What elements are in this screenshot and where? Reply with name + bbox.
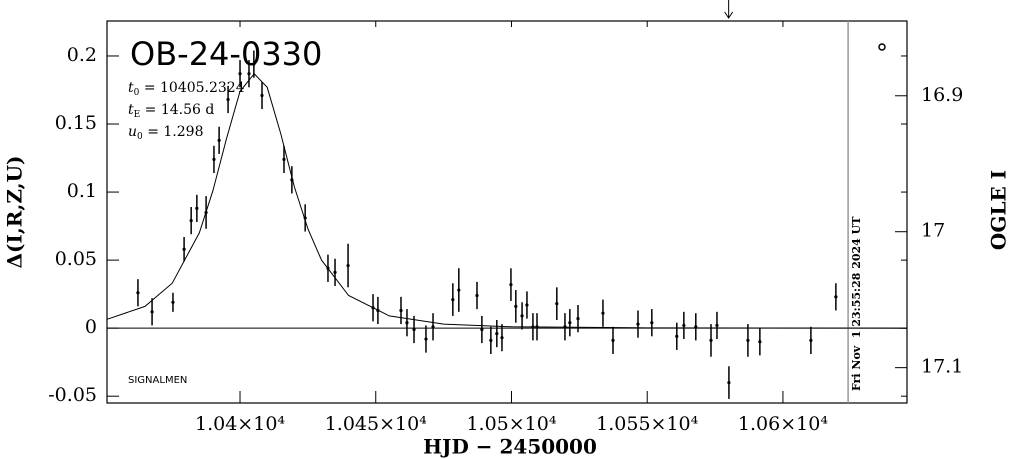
data-point [252, 62, 256, 66]
data-point [290, 178, 294, 182]
y-tick-label: -0.05 [48, 384, 97, 406]
data-point [500, 336, 504, 340]
data-point [431, 325, 435, 329]
data-point [727, 380, 731, 385]
y-axis-label: Δ(I,R,Z,U) [3, 156, 27, 269]
data-point [601, 311, 605, 315]
y2-tick-label: 16.9 [921, 84, 963, 106]
parameter-value: = 10405.2324 [139, 80, 244, 96]
data-point [282, 157, 286, 162]
parameter-symbol: t [128, 102, 134, 118]
data-point [399, 308, 403, 313]
data-point [675, 334, 679, 338]
arrow [724, 0, 734, 19]
chart-title: OB-24-0330 [130, 35, 322, 73]
data-point [531, 325, 535, 329]
data-point [480, 327, 484, 332]
data-point [576, 317, 580, 321]
data-point [682, 323, 686, 328]
data-point [238, 72, 242, 76]
data-point [189, 219, 193, 223]
y-tick-label: 0.2 [67, 44, 97, 66]
data-point [204, 210, 208, 215]
data-point [260, 93, 264, 98]
legend-symbol [878, 43, 886, 51]
parameter-subscript: E [134, 110, 141, 120]
parameter-subscript: 0 [134, 88, 140, 98]
data-point [346, 263, 350, 268]
data-point [371, 306, 375, 310]
data-point [694, 325, 698, 329]
data-point [171, 300, 175, 304]
model-curve [106, 72, 908, 329]
data-point [212, 157, 216, 162]
x-tick-label: 1.04×10⁴ [195, 413, 285, 435]
x-tick-label: 1.045×10⁴ [325, 413, 427, 435]
data-point [247, 72, 251, 76]
y-tick-label: 0.1 [67, 180, 97, 202]
plot-frame [106, 20, 908, 404]
data-point [611, 338, 615, 342]
data-point [405, 321, 409, 325]
data-point [834, 295, 838, 299]
x-tick-label: 1.05×10⁴ [466, 413, 556, 435]
data-point [182, 247, 186, 251]
y2-tick-label: 17 [921, 220, 945, 242]
data-point [509, 283, 513, 287]
parameter: u0 = 1.298 [128, 124, 203, 142]
data-point [195, 206, 199, 210]
y-tick-label: 0.15 [55, 112, 97, 134]
data-point [226, 97, 230, 102]
data-point [475, 293, 479, 298]
data-point [809, 338, 813, 342]
data-point [495, 331, 499, 336]
data-point [535, 325, 539, 329]
data-point [746, 338, 750, 342]
y2-tick-label: 17.1 [921, 356, 963, 378]
parameter-symbol: t [128, 80, 134, 96]
y-tick-label: 0.05 [55, 248, 97, 270]
parameter-value: = 14.56 d [140, 102, 214, 118]
data-point [412, 327, 416, 332]
data-point [555, 302, 559, 306]
data-point [650, 321, 654, 325]
data-point [136, 291, 140, 295]
data-point [514, 304, 518, 308]
data-point [709, 338, 713, 342]
data-point [520, 314, 524, 318]
parameter-symbol: u [128, 124, 137, 140]
data-point [333, 270, 337, 274]
date-label: Fri Nov 1 23:55:28 2024 UT [850, 216, 863, 391]
data-point [715, 323, 719, 328]
parameter: tE = 14.56 d [128, 102, 214, 120]
data-point [451, 297, 455, 302]
data-point [376, 308, 380, 313]
data-point [636, 322, 640, 326]
x-tick-label: 1.06×10⁴ [738, 413, 828, 435]
data-point [563, 325, 567, 329]
data-point [326, 266, 330, 270]
x-axis-label: HJD − 2450000 [423, 435, 597, 459]
data-point [457, 288, 461, 292]
y2-axis-label: OGLE I [987, 170, 1011, 250]
parameter-subscript: 0 [137, 132, 143, 142]
signalmen-label: SIGNALMEN [128, 375, 187, 386]
parameter: t0 = 10405.2324 [128, 80, 245, 98]
data-point [758, 340, 762, 344]
data-point [303, 216, 307, 220]
data-point [424, 337, 428, 341]
data-point [525, 303, 529, 307]
x-tick-label: 1.055×10⁴ [596, 413, 698, 435]
data-point [568, 321, 572, 325]
data-point [150, 310, 154, 314]
data-point [489, 338, 493, 342]
parameter-value: = 1.298 [143, 124, 204, 140]
data-point [217, 138, 221, 142]
y-tick-label: 0 [85, 316, 97, 338]
